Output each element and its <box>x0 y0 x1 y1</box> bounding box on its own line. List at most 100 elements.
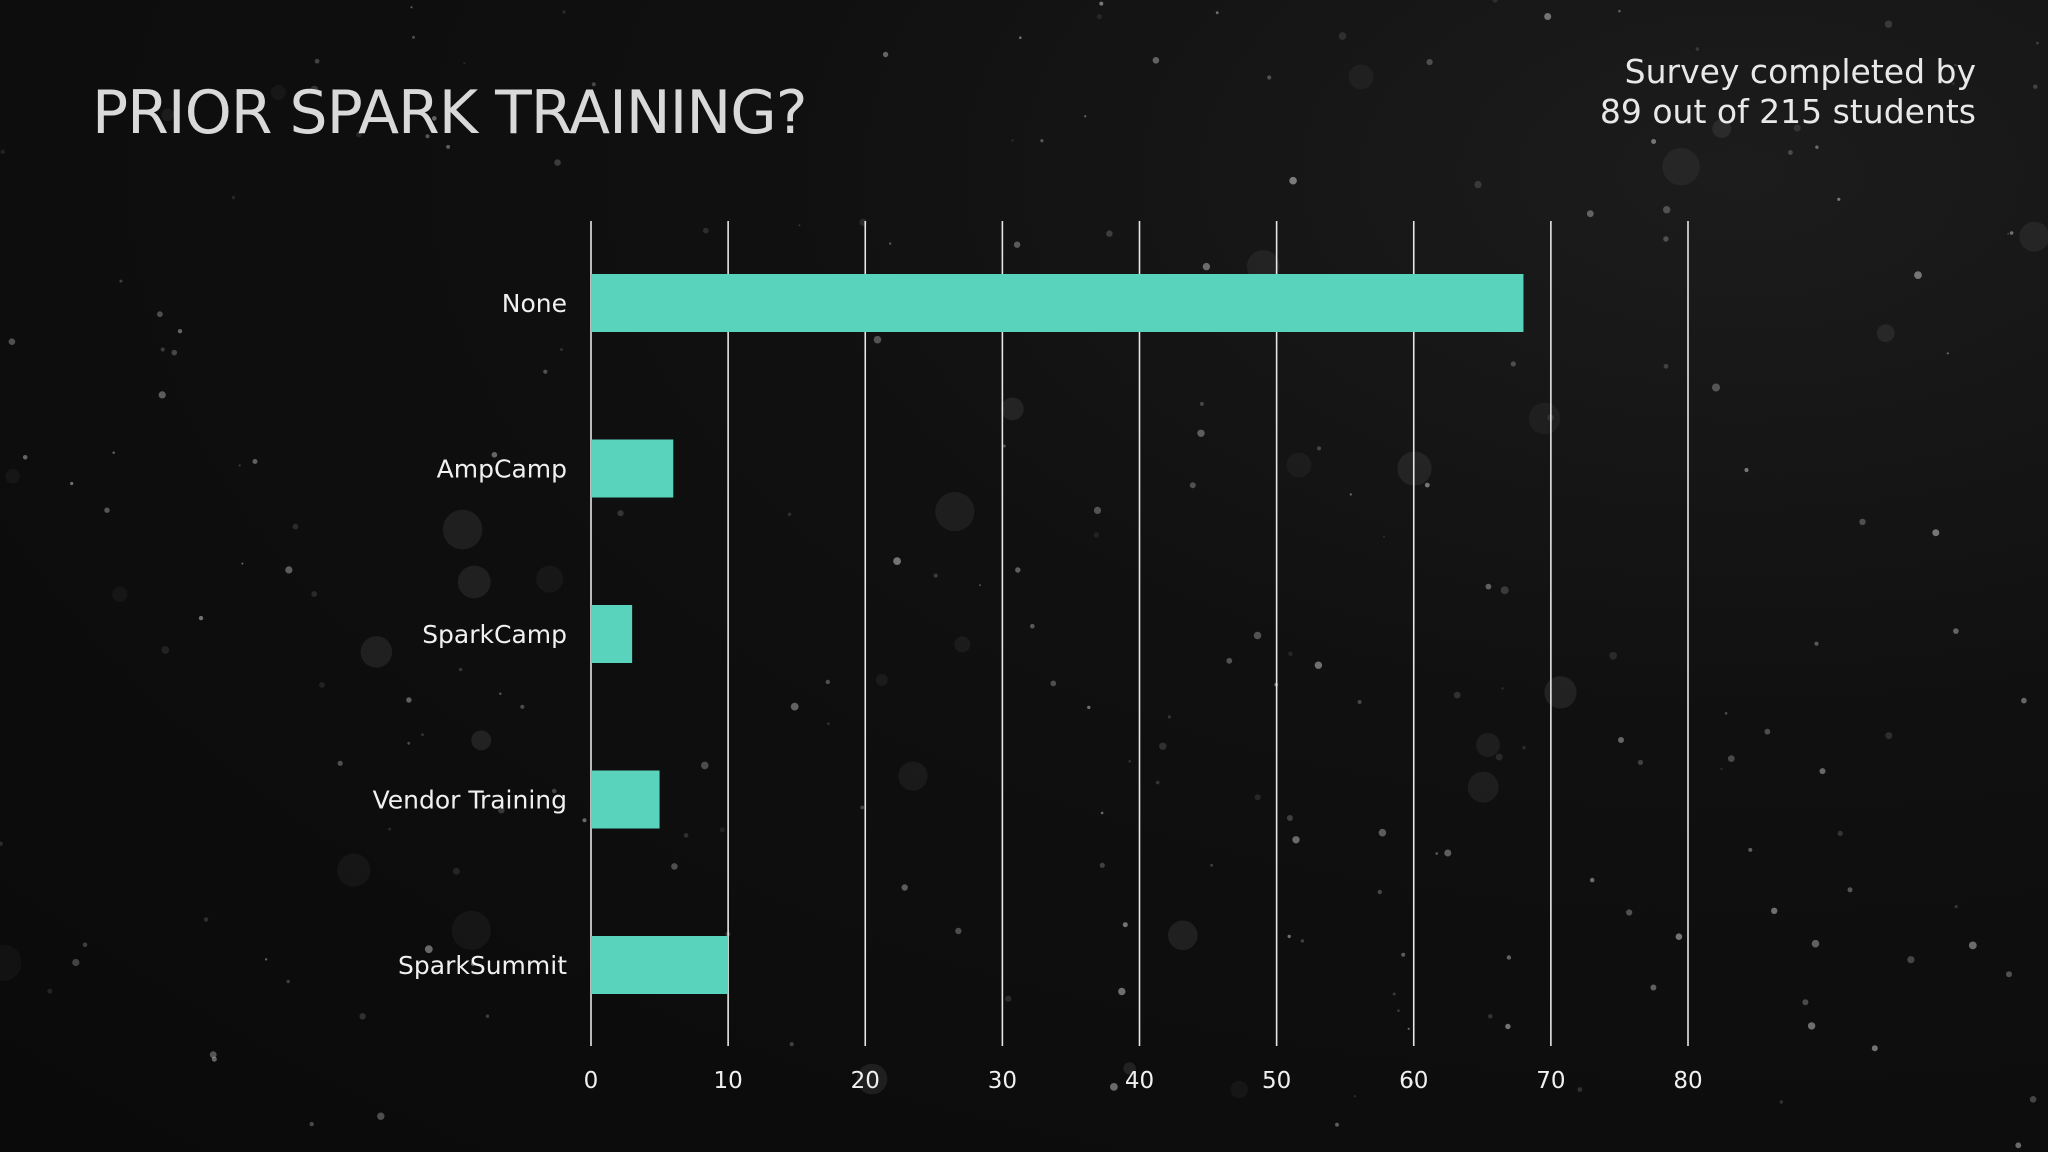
bokeh-speck <box>1093 532 1100 538</box>
bokeh-speck <box>935 492 975 532</box>
bokeh-speck <box>1488 1014 1493 1019</box>
bokeh-speck <box>337 760 343 766</box>
bokeh-speck <box>1586 210 1594 218</box>
bokeh-speck <box>407 741 411 745</box>
bokeh-speck <box>1444 849 1452 857</box>
bokeh-speck <box>421 733 424 736</box>
category-label-sparkcamp: SparkCamp <box>422 620 567 649</box>
bokeh-speck <box>451 910 491 951</box>
bokeh-speck <box>1819 768 1826 775</box>
bokeh-speck <box>485 1014 490 1018</box>
bokeh-speck <box>1106 230 1113 237</box>
bokeh-speck <box>119 279 123 283</box>
bokeh-speck <box>82 942 88 948</box>
bokeh-speck <box>5 469 20 484</box>
bokeh-speck <box>1317 446 1322 451</box>
bokeh-speck <box>1378 828 1387 837</box>
bokeh-speck <box>1338 32 1347 40</box>
bokeh-speck <box>158 391 166 399</box>
bokeh-speck <box>491 452 498 458</box>
bokeh-speck <box>825 679 830 685</box>
bokeh-speck <box>1093 506 1102 514</box>
bokeh-speck <box>1871 1045 1878 1052</box>
bokeh-speck <box>1349 493 1353 496</box>
bokeh-speck <box>2029 1096 2037 1103</box>
bokeh-speck <box>1401 952 1406 957</box>
bokeh-speck <box>410 6 413 9</box>
bokeh-speck <box>543 369 548 374</box>
bokeh-speck <box>1837 197 1841 201</box>
bokeh-speck <box>1946 352 1949 355</box>
x-tick-label-40: 40 <box>1125 1068 1154 1094</box>
bokeh-speck <box>377 1112 385 1120</box>
bokeh-speck <box>1675 933 1683 940</box>
bokeh-speck <box>617 510 624 517</box>
bokeh-speck <box>719 827 725 833</box>
bokeh-speck <box>1474 180 1482 189</box>
bokeh-speck <box>446 144 451 149</box>
bokeh-speck <box>873 335 882 344</box>
bokeh-speck <box>1189 482 1196 489</box>
bokeh-speck <box>860 805 865 810</box>
bokeh-speck <box>1476 733 1500 757</box>
bokeh-speck <box>1954 63 1957 67</box>
bokeh-speck <box>560 348 563 351</box>
bokeh-speck <box>198 615 204 621</box>
bokeh-speck <box>1495 753 1503 761</box>
category-label-none: None <box>502 289 567 318</box>
bokeh-speck <box>112 586 128 602</box>
x-tick-label-70: 70 <box>1536 1068 1565 1094</box>
bokeh-speck <box>1637 759 1644 766</box>
bokeh-speck <box>1289 176 1297 185</box>
bokeh-speck <box>1167 715 1171 719</box>
bokeh-speck <box>1230 1080 1248 1099</box>
bokeh-speck <box>1500 586 1509 595</box>
bokeh-speck <box>1510 361 1516 367</box>
bokeh-speck <box>955 927 962 935</box>
bokeh-speck <box>1907 956 1915 964</box>
bokeh-speck <box>979 584 981 587</box>
bokeh-speck <box>702 227 709 234</box>
bokeh-speck <box>1807 1022 1816 1030</box>
bokeh-speck <box>1407 1027 1410 1030</box>
bokeh-speck <box>1954 905 1958 909</box>
gridlines <box>590 221 1689 1046</box>
bokeh-speck <box>1005 995 1012 1002</box>
bokeh-speck <box>211 1056 217 1062</box>
bokeh-speck <box>1847 887 1853 893</box>
bokeh-speck <box>355 131 362 138</box>
bokeh-speck <box>452 867 460 875</box>
bokeh-speck <box>520 704 525 709</box>
bokeh-speck <box>1815 145 1819 149</box>
bokeh-speck <box>499 692 502 695</box>
bokeh-speck <box>1485 583 1492 590</box>
bokeh-speck <box>1314 661 1323 669</box>
bokeh-speck <box>1577 1087 1583 1092</box>
bokeh-speck <box>2015 1142 2022 1149</box>
bokeh-speck <box>1030 623 1035 629</box>
bokeh-speck <box>1528 402 1561 435</box>
bokeh-speck <box>442 509 483 550</box>
bokeh-speck <box>1748 847 1753 852</box>
bokeh-speck <box>209 1051 217 1059</box>
bokeh-speck <box>1383 535 1385 538</box>
bokeh-speck <box>1015 567 1021 573</box>
category-label-vendor-training: Vendor Training <box>373 786 567 815</box>
bokeh-speck <box>856 1063 888 1095</box>
bokeh-speck <box>425 134 430 139</box>
bokeh-speck <box>1876 324 1895 343</box>
bokeh-speck <box>1771 907 1778 914</box>
bokeh-speck <box>1348 64 1374 90</box>
bokeh-speck <box>1286 452 1312 478</box>
bokeh-speck <box>2019 221 2048 252</box>
bokeh-speck <box>458 667 463 672</box>
x-tick-label-20: 20 <box>851 1068 880 1094</box>
bokeh-speck <box>1392 992 1396 996</box>
bokeh-speck <box>1210 863 1213 867</box>
category-labels: None AmpCamp SparkCamp Vendor Training Spark… <box>373 289 568 980</box>
bokeh-speck <box>1159 742 1167 750</box>
bokeh-speck <box>1788 150 1793 155</box>
bokeh-speck <box>1011 139 1014 142</box>
